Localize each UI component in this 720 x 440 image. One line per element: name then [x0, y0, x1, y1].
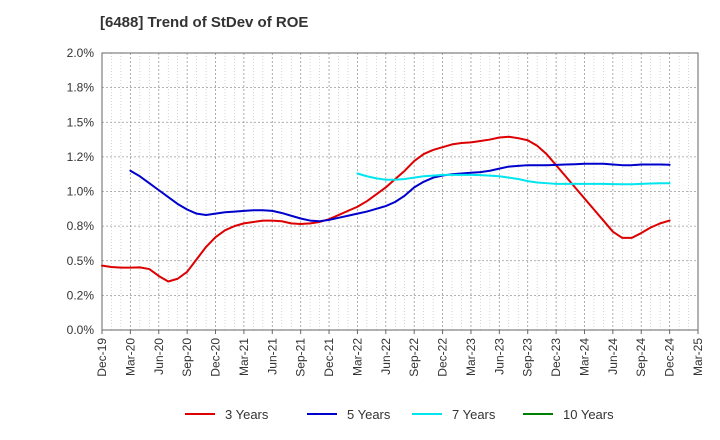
series-line-5-years	[129, 162, 671, 223]
axes: 0.0% 0.2% 0.5% 0.8% 1.0% 1.2% 1.5% 1.8% 2.0% Dec-…	[67, 46, 705, 377]
plot-border	[101, 52, 699, 331]
legend: 3 Years 5 Years 7 Years 10 Years	[185, 407, 614, 422]
x-tick-label: Mar-21	[237, 338, 251, 376]
x-tick-label: Mar-24	[577, 338, 591, 376]
x-tick-label: Sep-22	[407, 338, 421, 377]
x-tick-label: Jun-20	[152, 338, 166, 375]
x-tick-label: Dec-21	[322, 338, 336, 377]
x-tick-label: Sep-20	[180, 338, 194, 377]
x-tick-label: Dec-22	[436, 338, 450, 377]
chart-title: [6488] Trend of StDev of ROE	[100, 14, 309, 31]
x-tick-label: Sep-21	[294, 338, 308, 377]
y-tick-label: 2.0%	[67, 46, 95, 60]
x-tick-label: Sep-24	[634, 338, 648, 377]
legend-label: 5 Years	[347, 407, 391, 422]
series-lines	[101, 135, 671, 283]
series-line-7-years	[356, 172, 671, 186]
y-tick-label: 1.2%	[67, 150, 95, 164]
x-tick-label: Mar-23	[464, 338, 478, 376]
x-tick-label: Dec-23	[549, 338, 563, 377]
y-tick-label: 0.8%	[67, 219, 95, 233]
x-tick-label: Jun-23	[492, 338, 506, 375]
legend-label: 7 Years	[452, 407, 496, 422]
y-tick-label: 0.0%	[67, 323, 95, 337]
legend-label: 10 Years	[563, 407, 614, 422]
x-tick-label: Mar-25	[691, 338, 705, 376]
x-tick-label: Mar-22	[350, 338, 364, 376]
y-tick-label: 1.5%	[67, 115, 95, 129]
x-tick-label: Sep-23	[521, 338, 535, 377]
x-tick-label: Dec-24	[663, 338, 677, 377]
series-line-3-years	[101, 135, 671, 283]
x-tick-label: Jun-22	[379, 338, 393, 375]
y-tick-label: 1.0%	[67, 185, 95, 199]
y-tick-label: 0.2%	[67, 288, 95, 302]
y-tick-label: 0.5%	[67, 254, 95, 268]
x-tick-label: Dec-20	[209, 338, 223, 377]
x-tick-label: Mar-20	[123, 338, 137, 376]
legend-label: 3 Years	[225, 407, 269, 422]
x-tick-label: Jun-24	[606, 338, 620, 375]
x-tick-label: Jun-21	[265, 338, 279, 375]
y-tick-label: 1.8%	[67, 81, 95, 95]
x-tick-label: Dec-19	[95, 338, 109, 377]
